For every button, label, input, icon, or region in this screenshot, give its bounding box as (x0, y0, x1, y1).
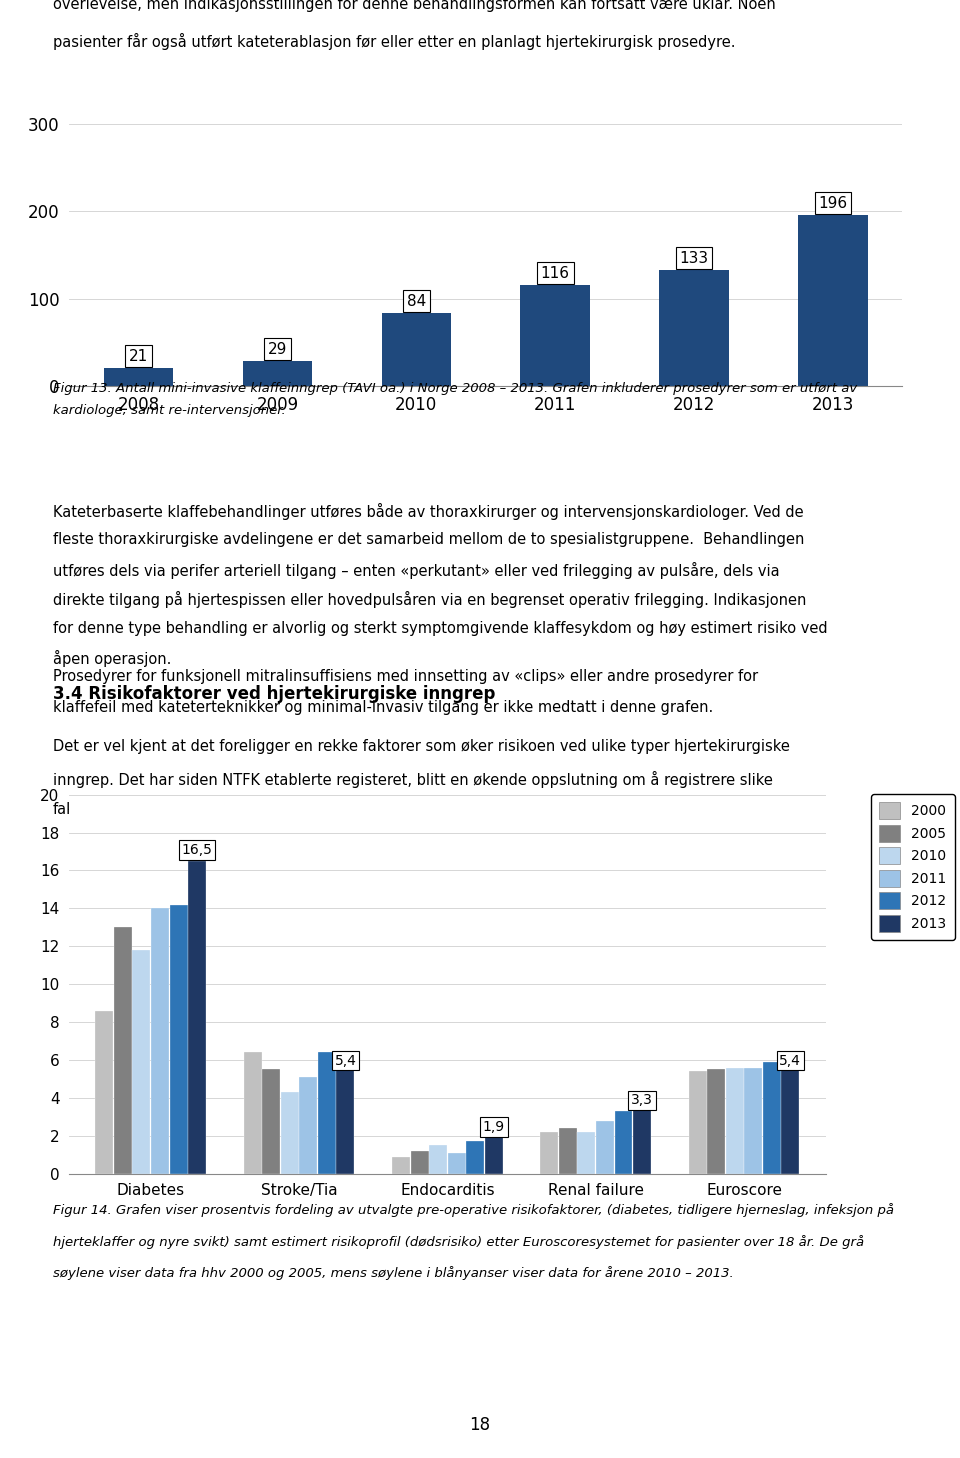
Text: faktorer.: faktorer. (53, 802, 114, 818)
Bar (744, 1067, 762, 1174)
Text: 3,3: 3,3 (631, 1094, 653, 1108)
Bar (781, 1070, 800, 1174)
Bar (243, 362, 312, 386)
Text: søylene viser data fra hhv 2000 og 2005, mens søylene i blånyanser viser data fo: søylene viser data fra hhv 2000 og 2005,… (53, 1267, 733, 1280)
Bar (540, 1131, 559, 1174)
Text: pasienter får også utført kateterablasjon før eller etter en planlagt hjertekiru: pasienter får også utført kateterablasjo… (53, 34, 735, 50)
Bar (614, 1111, 633, 1174)
Bar (447, 1153, 466, 1174)
Text: 196: 196 (818, 195, 848, 210)
Text: 5,4: 5,4 (334, 1054, 356, 1067)
Bar (726, 1067, 744, 1174)
Text: hjerteklaffer og nyre svikt) samt estimert risikoprofil (dødsrisiko) etter Euros: hjerteklaffer og nyre svikt) samt estime… (53, 1235, 864, 1248)
Bar (104, 367, 173, 386)
Text: 5,4: 5,4 (780, 1054, 802, 1067)
Bar (660, 270, 729, 386)
Text: Figur 13. Antall mini-invasive klaffeinngrep (TAVI oa.) i Norge 2008 – 2013. Gra: Figur 13. Antall mini-invasive klaffeinn… (53, 382, 857, 395)
Bar (392, 1156, 410, 1174)
Legend: 2000, 2005, 2010, 2011, 2012, 2013: 2000, 2005, 2010, 2011, 2012, 2013 (871, 795, 955, 940)
Bar (188, 860, 206, 1174)
Bar (170, 904, 187, 1174)
Text: for denne type behandling er alvorlig og sterkt symptomgivende klaffesykdom og h: for denne type behandling er alvorlig og… (53, 621, 828, 636)
Bar (708, 1070, 725, 1174)
Bar (382, 313, 451, 386)
Text: Prosedyrer for funksjonell mitralinsuffisiens med innsetting av «clips» eller an: Prosedyrer for funksjonell mitralinsuffi… (53, 669, 758, 684)
Bar (520, 284, 589, 386)
Bar (318, 1053, 336, 1174)
Text: 21: 21 (129, 348, 148, 363)
Bar (577, 1131, 595, 1174)
Bar (467, 1142, 484, 1174)
Text: utføres dels via perifer arteriell tilgang – enten «perkutant» eller ved frilegg: utføres dels via perifer arteriell tilga… (53, 561, 780, 579)
Bar (114, 927, 132, 1174)
Bar (95, 1010, 113, 1174)
Text: 29: 29 (268, 341, 287, 357)
Text: 133: 133 (680, 251, 708, 265)
Text: 1,9: 1,9 (483, 1120, 505, 1134)
Bar (596, 1121, 614, 1174)
Text: 18: 18 (469, 1416, 491, 1435)
Text: 84: 84 (407, 293, 426, 309)
Bar (151, 908, 169, 1174)
Text: 116: 116 (540, 265, 569, 280)
Text: direkte tilgang på hjertespissen eller hovedpulsåren via en begrenset operativ f: direkte tilgang på hjertespissen eller h… (53, 592, 806, 608)
Text: overlevelse, men indikasjonsstillingen for denne behandlingsformen kan fortsatt : overlevelse, men indikasjonsstillingen f… (53, 0, 776, 12)
Text: Figur 14. Grafen viser prosentvis fordeling av utvalgte pre-operative risikofakt: Figur 14. Grafen viser prosentvis fordel… (53, 1203, 894, 1217)
Bar (799, 214, 868, 386)
Bar (336, 1070, 354, 1174)
Text: åpen operasjon.: åpen operasjon. (53, 650, 171, 668)
Bar (633, 1110, 651, 1174)
Bar (411, 1150, 428, 1174)
Bar (244, 1053, 262, 1174)
Text: 3.4 Risikofaktorer ved hjertekirurgiske inngrep: 3.4 Risikofaktorer ved hjertekirurgiske … (53, 685, 495, 703)
Bar (300, 1077, 318, 1174)
Bar (429, 1146, 447, 1174)
Bar (280, 1092, 299, 1174)
Bar (262, 1070, 280, 1174)
Text: klaffefeil med kateterteknikker og minimal-invasiv tilgang er ikke medtatt i den: klaffefeil med kateterteknikker og minim… (53, 700, 713, 714)
Text: kardiologe, samt re-intervensjoner.: kardiologe, samt re-intervensjoner. (53, 404, 285, 417)
Bar (763, 1061, 780, 1174)
Text: Kateterbaserte klaffebehandlinger utføres både av thoraxkirurger og intervensjon: Kateterbaserte klaffebehandlinger utføre… (53, 503, 804, 521)
Text: Det er vel kjent at det foreligger en rekke faktorer som øker risikoen ved ulike: Det er vel kjent at det foreligger en re… (53, 739, 790, 754)
Bar (485, 1136, 503, 1174)
Bar (132, 951, 151, 1174)
Bar (688, 1072, 707, 1174)
Text: inngrep. Det har siden NTFK etablerte registeret, blitt en økende oppslutning om: inngrep. Det har siden NTFK etablerte re… (53, 771, 773, 787)
Text: fleste thoraxkirurgiske avdelingene er det samarbeid mellom de to spesialistgrup: fleste thoraxkirurgiske avdelingene er d… (53, 532, 804, 547)
Text: 16,5: 16,5 (181, 843, 212, 857)
Bar (559, 1128, 577, 1174)
